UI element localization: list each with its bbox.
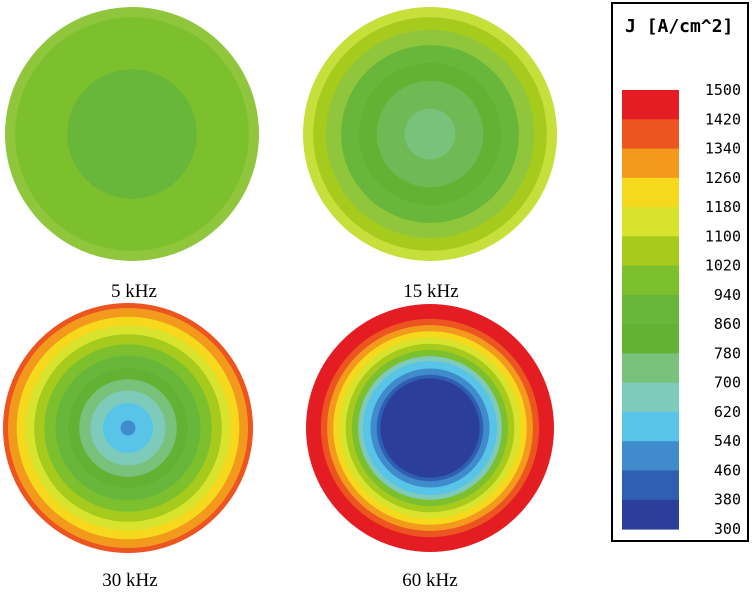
colorbar-tick-label: 1020 [705,257,741,275]
colorbar-tick-label: 1500 [705,81,741,99]
colorbar-title: J [A/cm^2] [625,16,734,37]
colorbar-tick-label: 780 [714,344,741,362]
colorbar-band [622,148,679,179]
colorbar-band [622,499,679,530]
colorbar-band [622,265,679,296]
disc-plot-5khz [5,7,259,261]
colorbar-band [622,119,679,150]
colorbar-band [622,177,679,208]
colorbar-svg: 1500 1420 1340 1260 1180 1100 1020 940 860 780 700… [622,81,741,538]
plot-label-15khz: 15 kHz [403,281,459,302]
colorbar-band [622,382,679,413]
colorbar-tick-label: 860 [714,315,741,333]
colorbar-tick-label: 1420 [705,110,741,128]
disc-ring-11 [120,420,136,436]
colorbar-band [622,353,679,384]
colorbar-tick-label: 300 [714,520,741,538]
disc-ring-2 [67,69,197,199]
colorbar-band [622,236,679,267]
colorbar-tick-label: 1260 [705,169,741,187]
disc-plot-60khz [306,304,554,552]
current-density-plots: 5 kHz 15 kHz 30 kHz 60 kHz [3,7,557,591]
colorbar-band [622,441,679,472]
disc-plots-svg [3,7,557,553]
disc-ring-11 [380,378,480,478]
colorbar-tick-label: 1100 [705,227,741,245]
colorbar-tick-label: 460 [714,462,741,480]
disc-ring-6 [404,108,456,160]
plot-label-60khz: 60 kHz [402,570,458,591]
plot-label-30khz: 30 kHz [102,570,158,591]
colorbar-band [622,207,679,237]
disc-plot-15khz [303,7,557,261]
colorbar-tick-label: 540 [714,432,741,450]
colorbar-band [622,470,679,501]
colorbar-tick-label: 940 [714,286,741,304]
colorbar-legend: 1500 1420 1340 1260 1180 1100 1020 940 860 780 700… [611,2,749,542]
colorbar-band [622,324,679,354]
colorbar-band [622,411,679,442]
colorbar-tick-label: 1340 [705,140,741,158]
colorbar-tick-label: 620 [714,403,741,421]
colorbar-band [622,294,679,325]
colorbar-tick-label: 700 [714,374,741,392]
colorbar-tick-label: 1180 [705,198,741,216]
colorbar-tick-label: 380 [714,491,741,509]
disc-plot-30khz [3,303,253,553]
colorbar-band [622,90,679,120]
plot-label-5khz: 5 kHz [111,281,157,302]
